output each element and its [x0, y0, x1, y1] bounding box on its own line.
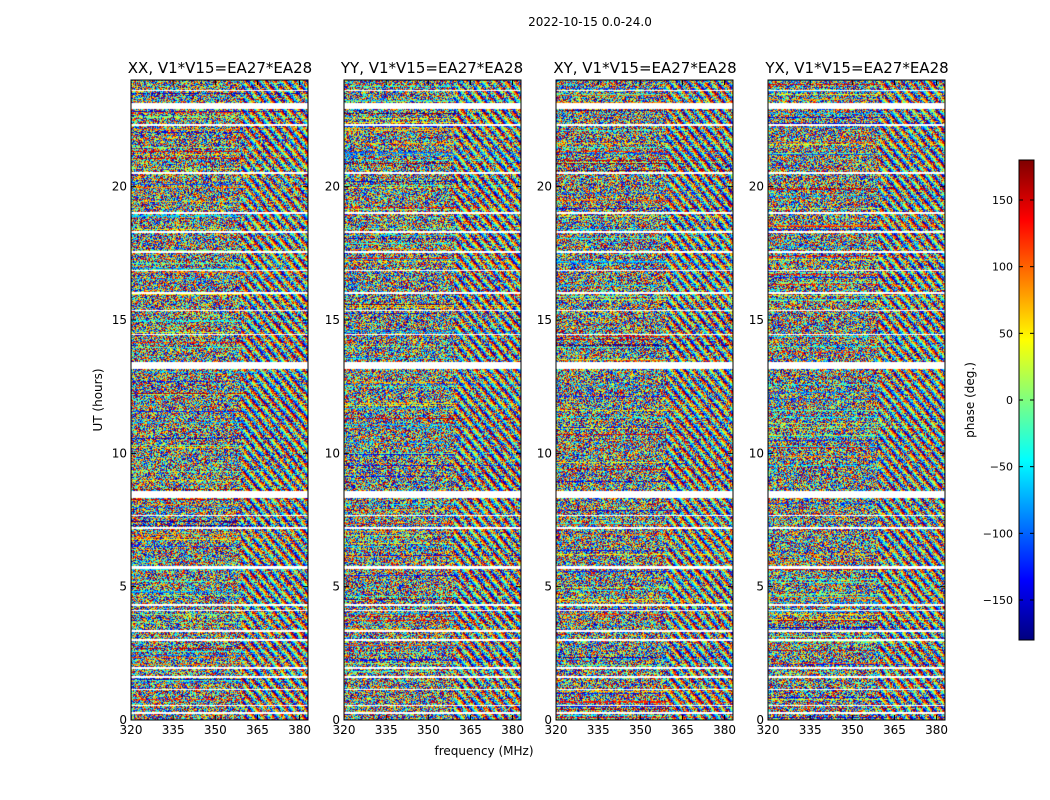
panel-yx: YX, V1*V15=EA27*EA28 320 335 350 365 380 0 5 10…	[749, 59, 949, 737]
x-tick-label: 320	[333, 723, 356, 737]
phase-heatmap	[344, 80, 521, 720]
x-tick-label: 380	[925, 723, 948, 737]
x-tick-label: 320	[757, 723, 780, 737]
y-tick-label: 15	[537, 313, 552, 327]
y-tick-label: 0	[119, 713, 127, 727]
x-tick-label: 365	[883, 723, 906, 737]
x-tick-label: 365	[246, 723, 269, 737]
axes-frame	[767, 79, 946, 721]
phase-heatmap	[131, 80, 308, 720]
x-tick-label: 350	[841, 723, 864, 737]
y-axis-label: UT (hours)	[91, 368, 105, 431]
colorbar-tick-label: 0	[1006, 394, 1013, 407]
x-tick-label: 320	[120, 723, 143, 737]
y-tick-label: 5	[756, 580, 764, 594]
y-tick-label: 0	[544, 713, 552, 727]
panel-xx: XX, V1*V15=EA27*EA28 320 335 350 365 380 0 5 10…	[112, 59, 313, 737]
panel-title: XX, V1*V15=EA27*EA28	[128, 59, 312, 77]
y-tick-label: 20	[112, 180, 127, 194]
axes-frame	[343, 79, 522, 721]
y-tick-label: 5	[332, 580, 340, 594]
y-tick-label: 15	[325, 313, 340, 327]
x-tick-label: 335	[162, 723, 185, 737]
x-tick-label: 335	[375, 723, 398, 737]
y-tick-label: 15	[112, 313, 127, 327]
colorbar-tick-label: −150	[983, 594, 1013, 607]
y-tick-label: 5	[544, 580, 552, 594]
y-tick-label: 5	[119, 580, 127, 594]
x-axis-label: frequency (MHz)	[434, 744, 533, 758]
colorbar-tick-label: −50	[990, 461, 1013, 474]
y-tick-label: 20	[537, 180, 552, 194]
x-tick-label: 335	[587, 723, 610, 737]
y-tick-label: 10	[749, 446, 764, 460]
x-tick-label: 365	[459, 723, 482, 737]
y-tick-label: 0	[332, 713, 340, 727]
panel-title: YY, V1*V15=EA27*EA28	[340, 59, 523, 77]
y-tick-label: 0	[756, 713, 764, 727]
colorbar-tick-label: 100	[992, 261, 1013, 274]
x-tick-label: 350	[417, 723, 440, 737]
y-tick-label: 15	[749, 313, 764, 327]
y-tick-label: 20	[325, 180, 340, 194]
x-tick-label: 320	[545, 723, 568, 737]
colorbar: phase (deg.) 150 100 50 0 −50 −100 −150	[963, 159, 1035, 641]
panel-yy: YY, V1*V15=EA27*EA28 320 335 350 365 380 0 5 10…	[325, 59, 524, 737]
figure-suptitle: 2022-10-15 0.0-24.0	[528, 15, 652, 29]
x-tick-label: 380	[288, 723, 311, 737]
panel-title: YX, V1*V15=EA27*EA28	[764, 59, 948, 77]
x-tick-label: 335	[799, 723, 822, 737]
phase-heatmap	[768, 80, 945, 720]
colorbar-tick-label: 50	[999, 327, 1013, 340]
y-tick-label: 10	[325, 446, 340, 460]
axes-frame	[555, 79, 734, 721]
panel-xy: XY, V1*V15=EA27*EA28 320 335 350 365 380 0 5 10…	[537, 59, 737, 737]
x-tick-label: 350	[204, 723, 227, 737]
colorbar-tick-label: 150	[992, 194, 1013, 207]
phase-heatmap	[556, 80, 733, 720]
y-tick-label: 10	[112, 446, 127, 460]
panel-title: XY, V1*V15=EA27*EA28	[553, 59, 736, 77]
x-tick-label: 380	[501, 723, 524, 737]
y-tick-label: 20	[749, 180, 764, 194]
x-tick-label: 380	[713, 723, 736, 737]
y-tick-label: 10	[537, 446, 552, 460]
x-tick-label: 365	[671, 723, 694, 737]
colorbar-tick-label: −100	[983, 527, 1013, 540]
x-tick-label: 350	[629, 723, 652, 737]
axes-frame	[130, 79, 309, 721]
colorbar-label: phase (deg.)	[963, 362, 977, 438]
